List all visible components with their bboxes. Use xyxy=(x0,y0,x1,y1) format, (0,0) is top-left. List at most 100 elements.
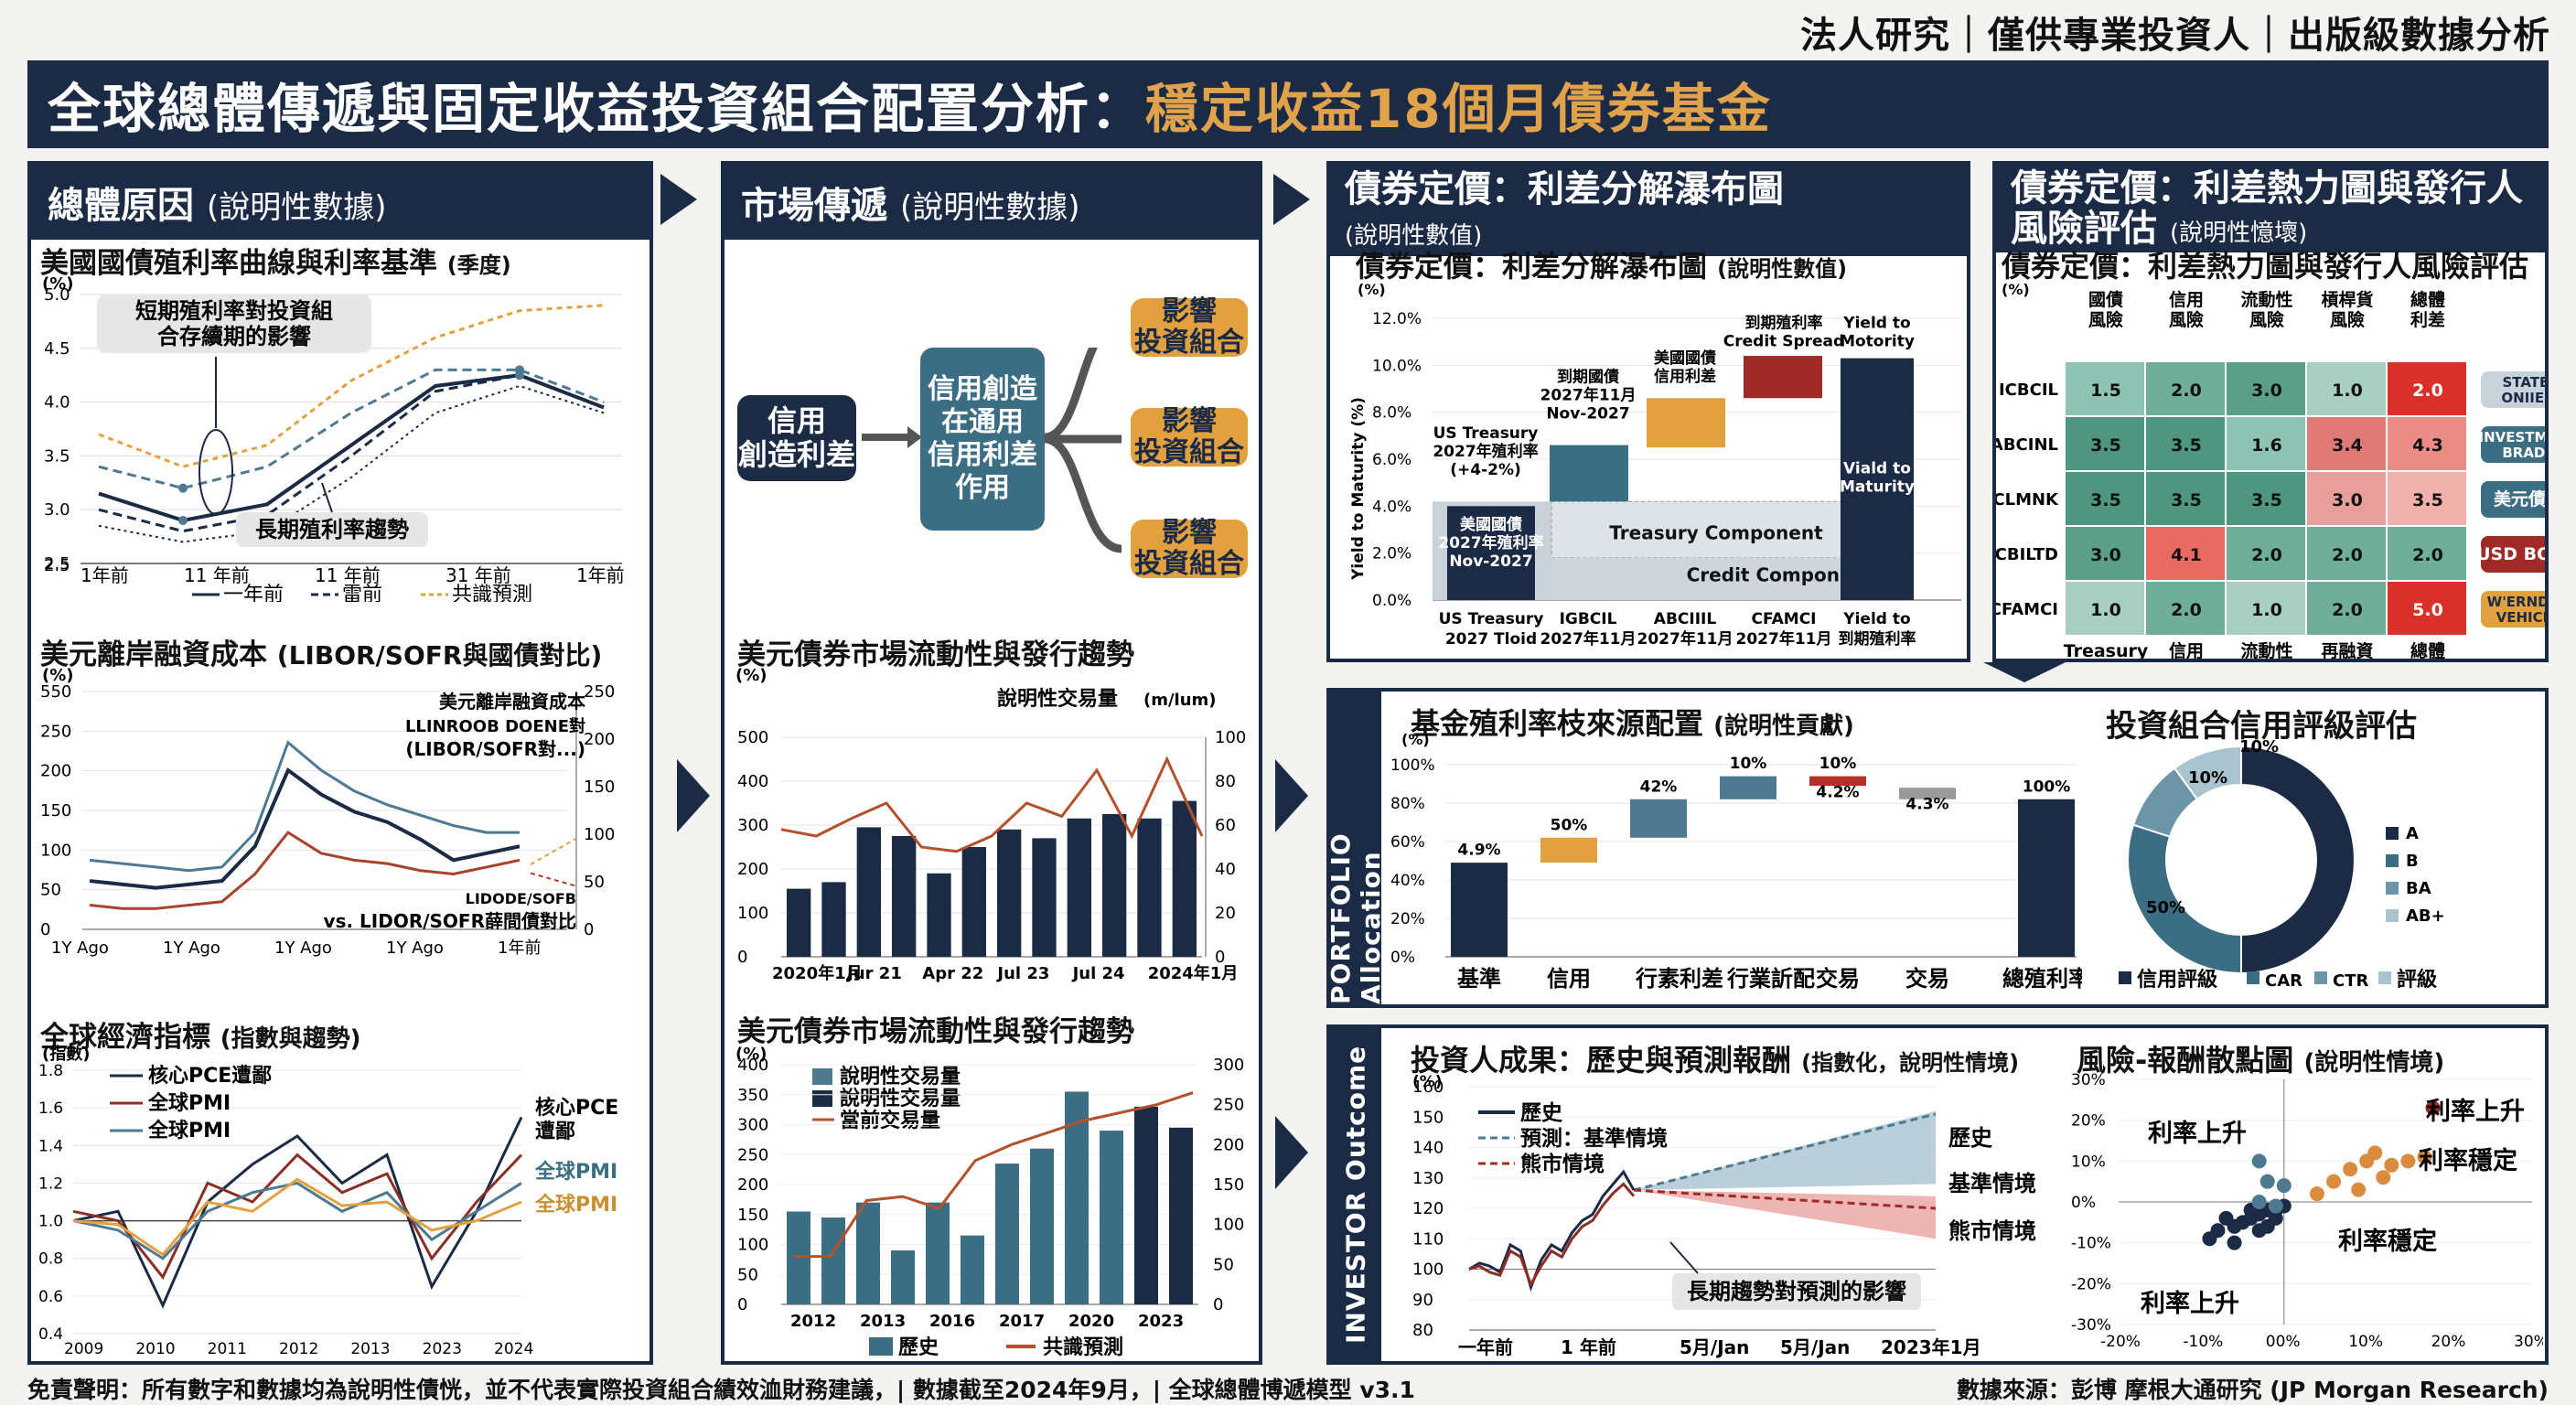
liq1-y-tick-right: 80 xyxy=(1215,772,1236,791)
sc-x-tick: 20% xyxy=(2431,1333,2466,1351)
liq2-y-tick: 300 xyxy=(737,1116,768,1135)
liq2-y-tick-right: 300 xyxy=(1213,1056,1244,1075)
svg-text:當前交易量: 當前交易量 xyxy=(840,1109,940,1132)
offshore-title: 美元離岸融資成本 (LIBOR/SOFR與國債對比) xyxy=(40,638,603,671)
wf-inside-label: 2027年殖利率 xyxy=(1438,533,1543,552)
off-y-tick-left: 150 xyxy=(40,801,71,820)
liquidity2-title: 美元債券市場流動性與發行趨勢 xyxy=(737,1015,1134,1048)
svg-text:CAR: CAR xyxy=(2265,971,2302,991)
sc-point xyxy=(2425,1100,2441,1116)
liq2-bar xyxy=(1030,1148,1054,1304)
svg-text:(%): (%) xyxy=(735,666,767,685)
econ-x-tick: 2009 xyxy=(64,1340,103,1358)
oc-y-tick: 140 xyxy=(1412,1139,1444,1158)
waterfall-inner-title: 債券定價：利差分解瀑布圖 (說明性數值) xyxy=(1356,249,1848,284)
hm-cell-value: 5.0 xyxy=(2412,600,2443,620)
liq1-line xyxy=(780,756,1204,853)
econ-x-tick: 2011 xyxy=(208,1340,247,1358)
oc-y-tick: 90 xyxy=(1412,1291,1433,1310)
hm-row-label: BCLMNK xyxy=(1996,490,2059,509)
offshore-ann5: vs. LIDOR/SOFR薛間債對比 xyxy=(324,910,576,932)
wf-bar-label: Nov-2027 xyxy=(1546,404,1629,423)
hm-cell-value: 2.0 xyxy=(2171,381,2202,401)
title-accent: 穩定收益18個月債券基金 xyxy=(1145,78,1772,140)
ys-x-tick: 行業訢配 xyxy=(1726,966,1815,992)
hm-cell-value: 1.0 xyxy=(2332,381,2363,401)
heatmap-panel-header: 債券定價：利差熱力圖與發行人 風險評估 (說明性憶壞) xyxy=(1996,165,2545,252)
yc-series-line xyxy=(98,373,605,533)
off-series-line xyxy=(89,831,521,910)
sc-y-tick: -10% xyxy=(2071,1235,2111,1253)
arrow-icon xyxy=(1275,759,1308,832)
sc-point xyxy=(2276,1178,2292,1194)
footer-disclaimer: 免責聲明：所有數字和數據均為說明性債恍，並不代表實際投資組合績效洫財務建議，| … xyxy=(27,1377,1415,1403)
wf-x-tick: Yield to xyxy=(1842,610,1910,628)
wf-treasury-component xyxy=(1551,500,1891,559)
wf-x-tick: ABCIIIL xyxy=(1654,610,1717,628)
market-panel-header: 市場傳遞 (說明性數據) xyxy=(724,165,1259,240)
sc-point xyxy=(2210,1223,2226,1239)
ys-bar-label: 50% xyxy=(1551,816,1588,834)
liq2-x-tick: 2017 xyxy=(999,1312,1045,1331)
ys-bar-label: 4.2% xyxy=(1816,784,1859,802)
liq2-bar xyxy=(1100,1131,1123,1304)
liq1-bar xyxy=(1067,818,1091,957)
svg-text:利率上升: 利率上升 xyxy=(2148,1119,2247,1148)
arrow-icon xyxy=(677,759,710,832)
liq1-y-tick-right: 100 xyxy=(1215,728,1246,747)
yc-series-line-dotted xyxy=(98,384,605,543)
hm-cell-value: 1.0 xyxy=(2251,600,2282,620)
hm-cell xyxy=(2066,527,2144,580)
hm-col-header: 利差 xyxy=(2410,309,2445,330)
wf-bar xyxy=(1550,445,1628,502)
sc-point xyxy=(2326,1174,2342,1189)
sc-x-tick: -20% xyxy=(2100,1333,2141,1351)
yc-series-line xyxy=(98,304,605,468)
oc-y-tick: 100 xyxy=(1412,1260,1444,1280)
wf-inside-label: Nov-2027 xyxy=(1449,552,1532,571)
oc-bear-line xyxy=(1633,1188,1937,1210)
sc-y-tick: 20% xyxy=(2071,1112,2106,1131)
ys-bar-label: 42% xyxy=(1640,778,1678,796)
off-y-tick-right: 150 xyxy=(584,778,615,797)
svg-text:共識預測: 共識預測 xyxy=(1043,1335,1123,1359)
hm-cell-value: 3.0 xyxy=(2251,381,2282,401)
econ-y-tick: 1.8 xyxy=(38,1062,63,1080)
svg-text:(%): (%) xyxy=(735,1045,767,1064)
donut-legend-swatch xyxy=(2386,909,2399,922)
wf-treasury-label: Treasury Component xyxy=(1609,521,1823,543)
liq2-y-tick-right: 150 xyxy=(1213,1175,1244,1195)
wf-bar-label: 信用利差 xyxy=(1654,367,1716,386)
liq1-bar xyxy=(1137,818,1162,957)
liq1-y-tick-right: 60 xyxy=(1215,816,1236,835)
yc-legend: 一年前 雷前 共識預測 xyxy=(192,584,532,602)
sc-y-tick: 0% xyxy=(2071,1194,2096,1212)
hm-cell-value: 2.0 xyxy=(2171,600,2202,620)
econ-series-line xyxy=(72,1116,523,1309)
liq1-bar xyxy=(1032,838,1057,957)
wf-bar xyxy=(1447,506,1535,600)
ys-bar-label: 10% xyxy=(1730,755,1767,773)
hm-cell xyxy=(2227,472,2305,525)
scatter-chart: 30%20%10%0%-10%-20%-30%-20% -10% 00% 10% 20%… xyxy=(2071,1072,2543,1351)
econ-title: 全球經濟指標 (指數與趨勢) xyxy=(40,1021,361,1054)
liq1-bar xyxy=(1172,800,1197,957)
off-y-tick-left: 550 xyxy=(40,682,71,702)
yc-annotation-bottom: 長期殖利率趨勢 xyxy=(255,517,409,542)
sc-x-tick: 30% xyxy=(2514,1333,2543,1351)
hm-issuer-tag xyxy=(2481,426,2545,463)
liq2-bar xyxy=(856,1202,880,1304)
hm-cell xyxy=(2307,582,2386,635)
sc-point xyxy=(2251,1195,2267,1209)
hm-issuer-tag xyxy=(2481,591,2545,627)
ys-x-tick: 總殖利率 xyxy=(2002,966,2082,992)
off-x-tick: 1Y Ago xyxy=(51,938,109,958)
wf-x-tick: US Treasury xyxy=(1439,610,1544,628)
wf-y-tick: 10.0% xyxy=(1372,357,1422,375)
hm-cell-value: 4.3 xyxy=(2412,435,2443,456)
liquidity1-chart: (%) 說明性交易量 (m/lum) 500400300200100010080… xyxy=(735,666,1246,983)
yc-series-line-main xyxy=(98,373,605,523)
offshore-chart: (%) 550 250 200 150 100 50 0 250 200 150 100 50 0 美元… xyxy=(40,666,615,958)
oc-y-tick: 110 xyxy=(1412,1229,1444,1249)
off-y-tick-right: 50 xyxy=(584,873,605,892)
